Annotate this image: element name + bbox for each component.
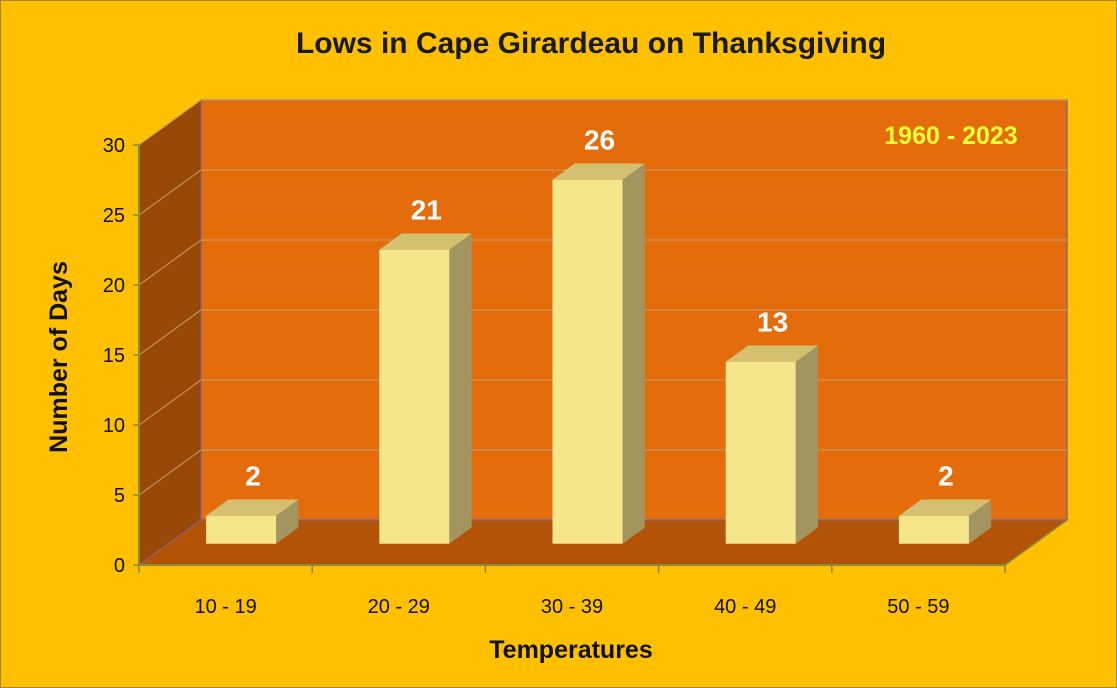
gridline-side bbox=[138, 99, 202, 146]
bar-front bbox=[725, 361, 796, 544]
x-tick-label-3: 30 - 39 bbox=[541, 596, 603, 618]
y-tick-label-3: 10 bbox=[103, 415, 125, 437]
y-tick-label-2: 5 bbox=[114, 485, 125, 507]
bar-side bbox=[968, 499, 992, 544]
bar-2 bbox=[379, 233, 472, 544]
y-tick-label-5: 20 bbox=[103, 275, 125, 297]
bar-3 bbox=[552, 163, 645, 544]
bar-side bbox=[449, 233, 472, 544]
bar-front bbox=[379, 249, 450, 544]
bar-front bbox=[552, 179, 623, 544]
y-tick-label-4: 15 bbox=[103, 345, 125, 367]
bar-top bbox=[206, 499, 299, 516]
x-tick-label-1: 10 - 19 bbox=[194, 596, 256, 618]
y-axis-title: Number of Days bbox=[45, 261, 73, 453]
data-label-2: 21 bbox=[411, 195, 442, 226]
gridline-side bbox=[138, 169, 202, 216]
bar-top bbox=[725, 345, 819, 362]
axes: 10 - 19 20 - 29 30 - 39 40 - 49 50 - 59 0 5 10 1… bbox=[103, 135, 1068, 618]
bars bbox=[206, 163, 992, 544]
bar-4 bbox=[725, 345, 819, 544]
bar-top bbox=[552, 163, 645, 180]
y-tick-label-7: 30 bbox=[103, 135, 125, 157]
x-axis-title: Temperatures bbox=[489, 636, 653, 664]
data-label-1: 2 bbox=[245, 461, 261, 492]
bar-side bbox=[795, 345, 819, 544]
gridline-side bbox=[138, 239, 202, 286]
floor-edge bbox=[1004, 519, 1068, 566]
data-label-4: 13 bbox=[757, 307, 788, 338]
gridline-side bbox=[138, 379, 202, 426]
bar-5 bbox=[898, 499, 992, 544]
data-labels: 2 21 26 13 2 bbox=[245, 125, 953, 492]
data-label-3: 26 bbox=[584, 125, 615, 156]
x-tick-label-2: 20 - 29 bbox=[368, 596, 430, 618]
gridline-side bbox=[138, 309, 202, 356]
x-tick-label-4: 40 - 49 bbox=[714, 596, 776, 618]
bar-side bbox=[276, 499, 299, 544]
bar-front bbox=[898, 515, 969, 544]
bar-top bbox=[898, 499, 992, 516]
data-label-5: 2 bbox=[938, 461, 954, 492]
bar-front bbox=[206, 515, 277, 544]
chart-title: Lows in Cape Girardeau on Thanksgiving bbox=[296, 27, 886, 60]
x-tick-label-5: 50 - 59 bbox=[887, 596, 949, 618]
y-tick-label-1: 0 bbox=[114, 555, 125, 577]
year-range-annotation: 1960 - 2023 bbox=[884, 122, 1017, 150]
y-tick-label-6: 25 bbox=[103, 205, 125, 227]
bar-side bbox=[622, 163, 645, 544]
bar-top bbox=[379, 233, 472, 250]
bar-1 bbox=[206, 499, 299, 544]
gridline-side bbox=[138, 449, 202, 496]
